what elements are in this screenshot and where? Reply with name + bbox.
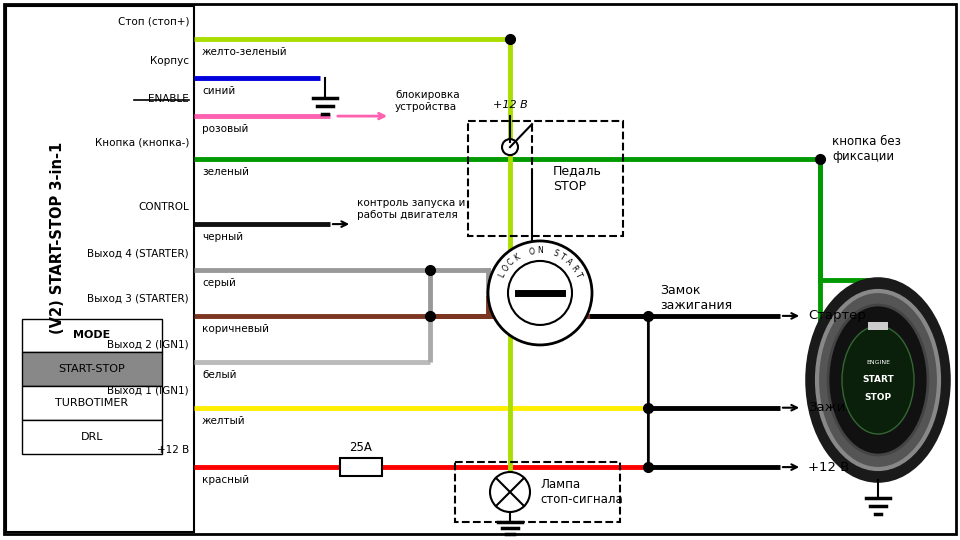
Text: Выход 2 (IGN1): Выход 2 (IGN1) [108,340,189,350]
Text: розовый: розовый [202,124,249,134]
Bar [340,458,382,476]
Text: Стартер: Стартер [808,309,866,322]
Text: желтый: желтый [202,416,246,426]
Text: красный: красный [202,475,250,485]
Bar [868,322,888,330]
Text: Кнопка (кнопка-): Кнопка (кнопка-) [95,137,189,147]
Text: кнопка без
фиксации: кнопка без фиксации [832,136,900,163]
Text: Выход 4 (STARTER): Выход 4 (STARTER) [87,248,189,258]
Text: TURBOTIMER: TURBOTIMER [56,398,129,408]
Text: 25A: 25A [349,441,372,454]
Text: O: O [528,247,536,256]
Text: Лампа
стоп-сигнала: Лампа стоп-сигнала [540,478,623,506]
Ellipse shape [842,326,914,434]
Text: DRL: DRL [81,431,104,442]
Text: Зажигание: Зажигание [808,401,886,414]
Text: черный: черный [202,232,243,242]
Text: MODE: MODE [73,330,110,341]
Circle shape [508,261,572,325]
Text: ENGINE: ENGINE [866,360,890,365]
Text: ENABLE: ENABLE [148,94,189,104]
Text: T: T [573,271,583,279]
Bar [455,462,620,522]
Text: +12 В: +12 В [492,100,527,110]
Circle shape [490,472,530,512]
Text: T: T [558,253,567,262]
Bar [6,6,194,532]
Text: STOP: STOP [864,394,892,402]
Text: START-STOP: START-STOP [59,364,126,374]
Circle shape [502,139,518,155]
Text: желто-зеленый: желто-зеленый [202,47,288,57]
Bar [468,121,623,236]
Bar [22,319,162,352]
Text: Выход 1 (IGN1): Выход 1 (IGN1) [108,386,189,396]
Text: зеленый: зеленый [202,167,249,177]
Text: L: L [497,272,507,279]
Text: серый: серый [202,278,236,288]
Circle shape [488,241,592,345]
Bar [22,386,162,420]
Ellipse shape [808,280,948,480]
Text: Выход 3 (STARTER): Выход 3 (STARTER) [87,294,189,304]
Text: блокировка
устройства: блокировка устройства [395,91,460,112]
Text: C: C [506,258,516,267]
Text: синий: синий [202,86,235,96]
Ellipse shape [817,291,939,469]
Text: S: S [552,249,560,259]
Text: Стоп (стоп+): Стоп (стоп+) [117,17,189,27]
Text: Корпус: Корпус [150,56,189,66]
Text: контроль запуска и
работы двигателя: контроль запуска и работы двигателя [357,199,466,220]
Text: +12 В: +12 В [156,445,189,455]
Text: O: O [500,264,512,273]
Text: CONTROL: CONTROL [138,202,189,212]
Text: R: R [569,264,579,273]
Text: (V2) START-STOP 3-in-1: (V2) START-STOP 3-in-1 [51,141,65,334]
Text: Педаль
STOP: Педаль STOP [553,165,602,193]
Bar [22,352,162,386]
Text: коричневый: коричневый [202,324,269,334]
Text: A: A [564,258,574,267]
Text: +12 В: +12 В [808,461,850,474]
Text: Замок
зажигания: Замок зажигания [660,284,732,312]
Bar [22,420,162,454]
Text: белый: белый [202,370,236,380]
Text: N: N [538,246,542,255]
Text: K: K [513,252,522,262]
Ellipse shape [828,305,928,455]
Text: START: START [862,375,894,384]
